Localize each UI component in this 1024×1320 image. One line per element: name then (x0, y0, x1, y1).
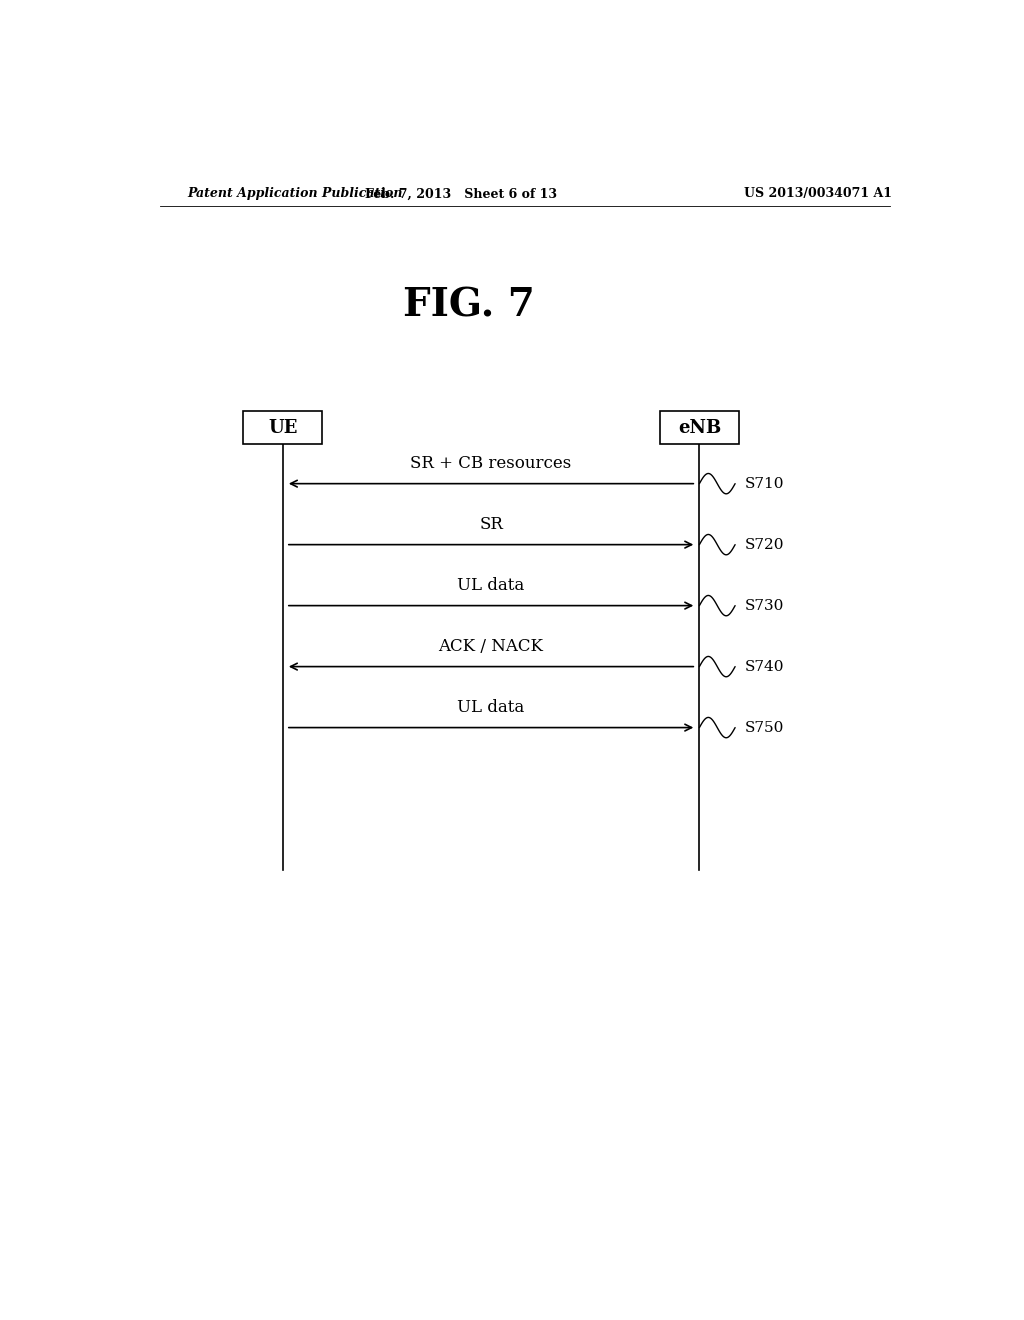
Text: eNB: eNB (678, 418, 721, 437)
Text: ACK / NACK: ACK / NACK (438, 638, 544, 655)
Text: US 2013/0034071 A1: US 2013/0034071 A1 (744, 187, 893, 201)
Text: UE: UE (268, 418, 297, 437)
Text: SR: SR (479, 516, 503, 533)
Text: Patent Application Publication: Patent Application Publication (187, 187, 403, 201)
FancyBboxPatch shape (659, 412, 739, 444)
Text: UL data: UL data (458, 698, 524, 715)
Text: S740: S740 (744, 660, 784, 673)
Text: S730: S730 (744, 598, 784, 612)
Text: SR + CB resources: SR + CB resources (411, 455, 571, 471)
Text: S710: S710 (744, 477, 784, 491)
FancyBboxPatch shape (243, 412, 323, 444)
Text: S720: S720 (744, 537, 784, 552)
Text: FIG. 7: FIG. 7 (403, 286, 536, 325)
Text: UL data: UL data (458, 577, 524, 594)
Text: S750: S750 (744, 721, 784, 735)
Text: Feb. 7, 2013   Sheet 6 of 13: Feb. 7, 2013 Sheet 6 of 13 (366, 187, 557, 201)
